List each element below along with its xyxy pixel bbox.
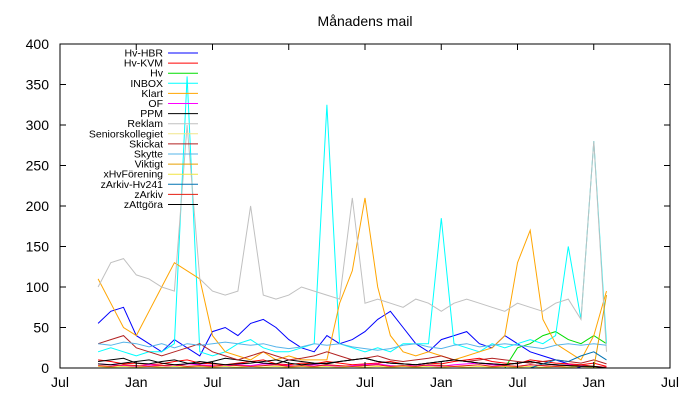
series-line-zarkiv xyxy=(98,364,607,368)
series-line-viktigt xyxy=(98,295,607,369)
y-tick-label: 300 xyxy=(26,117,50,133)
legend-label: zArkiv xyxy=(134,189,163,201)
legend-label: INBOX xyxy=(130,78,163,90)
y-tick-label: 50 xyxy=(33,320,49,336)
series-line-skytte xyxy=(98,341,607,351)
legend-label: zArkiv-Hv241 xyxy=(101,179,164,191)
x-tick-label: Jan xyxy=(277,374,300,390)
legend-label: zAttgöra xyxy=(124,199,163,211)
y-tick-label: 250 xyxy=(26,158,50,174)
series-line-klart xyxy=(97,197,607,361)
x-tick-label: Jul xyxy=(204,374,222,390)
legend-label: PPM xyxy=(140,108,163,120)
y-tick-label: 200 xyxy=(26,198,50,214)
x-tick-label: Jul xyxy=(356,374,374,390)
legend-label: Seniorskollegiet xyxy=(89,128,163,140)
legend-label: Skickat xyxy=(129,138,163,150)
legend-label: Klart xyxy=(141,88,163,100)
legend-label: Hv-HBR xyxy=(125,48,164,60)
legend-label: Reklam xyxy=(127,118,163,130)
y-tick-label: 100 xyxy=(26,279,50,295)
x-tick-label: Jan xyxy=(582,374,605,390)
chart-title: Månadens mail xyxy=(318,13,413,29)
y-tick-label: 400 xyxy=(26,36,50,52)
series-line-reklam xyxy=(97,124,607,352)
legend-label: Skytte xyxy=(134,149,163,161)
x-tick-label: Jul xyxy=(509,374,527,390)
x-tick-label: Jan xyxy=(430,374,453,390)
y-tick-label: 150 xyxy=(26,239,50,255)
y-tick-label: 0 xyxy=(41,360,49,376)
x-tick-label: Jul xyxy=(51,374,69,390)
legend-label: OF xyxy=(148,98,163,110)
legend-label: Hv xyxy=(150,68,164,80)
series-line-zattg-ra xyxy=(98,357,607,369)
x-tick-label: Jul xyxy=(661,374,679,390)
legend-label: Viktigt xyxy=(135,159,163,171)
legend-label: Hv-KVM xyxy=(124,58,163,70)
series-line-inbox xyxy=(97,76,607,357)
y-tick-label: 350 xyxy=(26,77,50,93)
x-tick-label: Jan xyxy=(125,374,148,390)
legend-label: xHvFörening xyxy=(103,169,163,181)
